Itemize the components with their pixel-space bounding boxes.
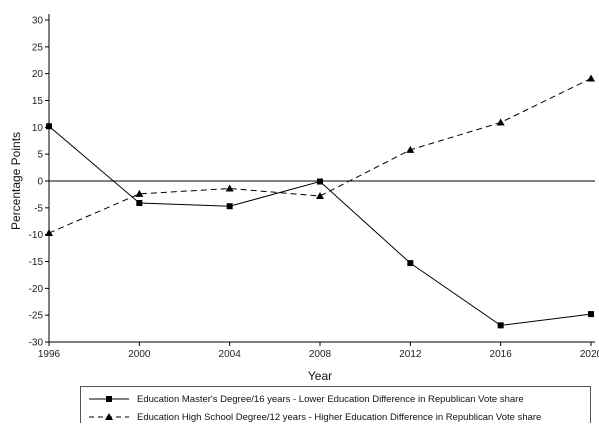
data-point-triangle bbox=[45, 229, 53, 237]
x-tick-label: 2020 bbox=[580, 349, 599, 360]
x-axis-ticks: 1996 2000 2004 2008 2012 2016 2020 bbox=[38, 342, 599, 360]
y-tick-label: 0 bbox=[37, 177, 43, 188]
data-point-square bbox=[317, 178, 323, 185]
x-tick-label: 2000 bbox=[128, 349, 151, 360]
y-tick-label: 20 bbox=[32, 69, 44, 80]
series-line bbox=[48, 78, 592, 234]
series-1 bbox=[46, 123, 594, 329]
data-point-square bbox=[136, 200, 143, 207]
x-axis-title: Year bbox=[308, 369, 332, 383]
y-tick-label: -5 bbox=[34, 203, 43, 214]
x-tick-label: 2008 bbox=[309, 349, 332, 360]
data-point-triangle bbox=[406, 145, 415, 153]
x-tick-label: 2012 bbox=[399, 349, 422, 360]
legend-label-high-school: Education High School Degree/12 years - … bbox=[137, 411, 542, 423]
legend: Education Master's Degree/16 years - Low… bbox=[80, 386, 591, 423]
data-point-square bbox=[407, 260, 414, 267]
data-point-square bbox=[226, 203, 233, 210]
y-tick-label: 25 bbox=[32, 42, 44, 53]
data-point-triangle bbox=[135, 189, 144, 197]
x-tick-label: 2016 bbox=[490, 349, 513, 360]
y-tick-label: -15 bbox=[29, 257, 44, 268]
data-point-triangle bbox=[316, 192, 324, 200]
legend-label-masters: Education Master's Degree/16 years - Low… bbox=[137, 393, 524, 405]
data-point-triangle bbox=[587, 74, 595, 82]
x-tick-label: 2004 bbox=[219, 349, 242, 360]
y-tick-label: 5 bbox=[37, 150, 43, 161]
series-layer bbox=[45, 74, 595, 329]
y-tick-label: -20 bbox=[29, 284, 44, 295]
y-tick-label: -10 bbox=[29, 230, 44, 241]
data-point-square bbox=[497, 322, 504, 329]
y-tick-label: 15 bbox=[32, 96, 44, 107]
data-point-square bbox=[588, 311, 594, 318]
y-tick-label: -25 bbox=[29, 311, 44, 322]
y-tick-label: 30 bbox=[32, 16, 44, 27]
y-axis-title: Percentage Points bbox=[9, 132, 23, 230]
legend-entry-high-school: Education High School Degree/12 years - … bbox=[87, 409, 541, 425]
y-axis-ticks: 30 25 20 15 10 5 0 -5 -10 -15 -20 -25 -30 bbox=[29, 16, 49, 349]
line-chart: 30 25 20 15 10 5 0 -5 -10 -15 -20 -25 -30 1996 2000 20… bbox=[9, 14, 599, 383]
y-tick-label: -30 bbox=[29, 338, 44, 349]
legend-entry-masters: Education Master's Degree/16 years - Low… bbox=[87, 391, 524, 407]
y-tick-label: 10 bbox=[32, 123, 44, 134]
data-point-triangle bbox=[225, 184, 234, 192]
series-2 bbox=[45, 74, 595, 237]
data-point-triangle bbox=[496, 118, 505, 126]
legend-swatch-solid-square bbox=[89, 396, 129, 402]
series-line bbox=[48, 125, 592, 326]
legend-swatch-dashed-triangle bbox=[89, 413, 129, 420]
x-tick-label: 1996 bbox=[38, 349, 61, 360]
data-point-square bbox=[46, 123, 52, 130]
